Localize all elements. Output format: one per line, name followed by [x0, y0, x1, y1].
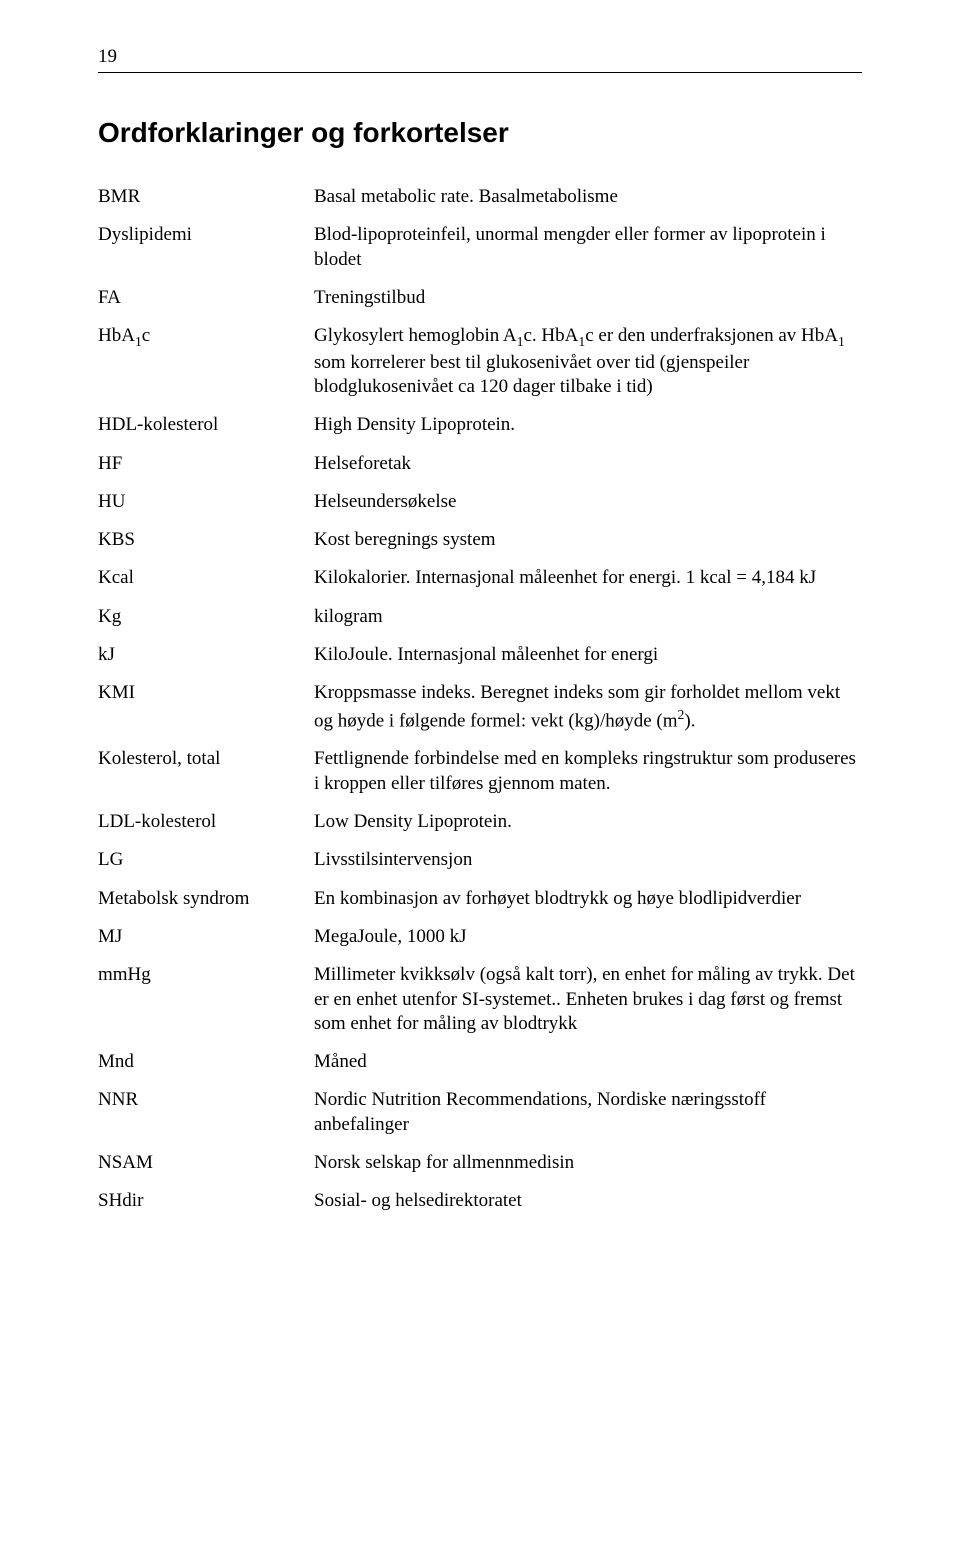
table-row: HbA1cGlykosylert hemoglobin A1c. HbA1c e…	[98, 324, 862, 413]
term-cell: KMI	[98, 681, 314, 747]
definition-cell: Treningstilbud	[314, 286, 862, 324]
term-cell: MJ	[98, 925, 314, 963]
term-cell: Kg	[98, 605, 314, 643]
table-row: KBSKost beregnings system	[98, 528, 862, 566]
term-cell: LG	[98, 848, 314, 886]
term-cell: Kcal	[98, 566, 314, 604]
table-row: HFHelseforetak	[98, 452, 862, 490]
definition-cell: KiloJoule. Internasjonal måleenhet for e…	[314, 643, 862, 681]
definition-cell: Livsstilsintervensjon	[314, 848, 862, 886]
table-row: kJKiloJoule. Internasjonal måleenhet for…	[98, 643, 862, 681]
table-row: SHdirSosial- og helsedirektoratet	[98, 1189, 862, 1227]
definition-cell: Kroppsmasse indeks. Beregnet indeks som …	[314, 681, 862, 747]
table-row: NNRNordic Nutrition Recommendations, Nor…	[98, 1088, 862, 1151]
definition-cell: En kombinasjon av forhøyet blodtrykk og …	[314, 887, 862, 925]
header-rule	[98, 72, 862, 73]
term-cell: HbA1c	[98, 324, 314, 413]
definition-cell: MegaJoule, 1000 kJ	[314, 925, 862, 963]
definition-cell: kilogram	[314, 605, 862, 643]
term-cell: HU	[98, 490, 314, 528]
definitions-table: BMRBasal metabolic rate. Basalmetabolism…	[98, 185, 862, 1228]
term-cell: LDL-kolesterol	[98, 810, 314, 848]
term-cell: Metabolsk syndrom	[98, 887, 314, 925]
table-row: Kolesterol, totalFettlignende forbindels…	[98, 747, 862, 810]
page-number: 19	[98, 46, 862, 68]
term-cell: Mnd	[98, 1050, 314, 1088]
definition-cell: Måned	[314, 1050, 862, 1088]
definition-cell: Nordic Nutrition Recommendations, Nordis…	[314, 1088, 862, 1151]
definition-cell: Fettlignende forbindelse med en kompleks…	[314, 747, 862, 810]
definition-cell: Basal metabolic rate. Basalmetabolisme	[314, 185, 862, 223]
table-row: KMIKroppsmasse indeks. Beregnet indeks s…	[98, 681, 862, 747]
table-row: NSAMNorsk selskap for allmennmedisin	[98, 1151, 862, 1189]
table-row: LGLivsstilsintervensjon	[98, 848, 862, 886]
table-row: HDL-kolesterolHigh Density Lipoprotein.	[98, 413, 862, 451]
definition-cell: Millimeter kvikksølv (også kalt torr), e…	[314, 963, 862, 1050]
definition-cell: Kilokalorier. Internasjonal måleenhet fo…	[314, 566, 862, 604]
term-cell: HDL-kolesterol	[98, 413, 314, 451]
term-cell: SHdir	[98, 1189, 314, 1227]
term-cell: kJ	[98, 643, 314, 681]
table-row: DyslipidemiBlod-lipoproteinfeil, unormal…	[98, 223, 862, 286]
definition-cell: High Density Lipoprotein.	[314, 413, 862, 451]
definition-cell: Helseforetak	[314, 452, 862, 490]
term-cell: FA	[98, 286, 314, 324]
page-title: Ordforklaringer og forkortelser	[98, 117, 862, 149]
term-cell: BMR	[98, 185, 314, 223]
definition-cell: Blod-lipoproteinfeil, unormal mengder el…	[314, 223, 862, 286]
table-row: HUHelseundersøkelse	[98, 490, 862, 528]
table-row: mmHgMillimeter kvikksølv (også kalt torr…	[98, 963, 862, 1050]
definition-cell: Norsk selskap for allmennmedisin	[314, 1151, 862, 1189]
table-row: Metabolsk syndromEn kombinasjon av forhø…	[98, 887, 862, 925]
term-cell: HF	[98, 452, 314, 490]
definition-cell: Kost beregnings system	[314, 528, 862, 566]
term-cell: KBS	[98, 528, 314, 566]
table-row: BMRBasal metabolic rate. Basalmetabolism…	[98, 185, 862, 223]
term-cell: NSAM	[98, 1151, 314, 1189]
definition-cell: Glykosylert hemoglobin A1c. HbA1c er den…	[314, 324, 862, 413]
table-row: KcalKilokalorier. Internasjonal måleenhe…	[98, 566, 862, 604]
term-cell: NNR	[98, 1088, 314, 1151]
definition-cell: Helseundersøkelse	[314, 490, 862, 528]
table-row: FATreningstilbud	[98, 286, 862, 324]
term-cell: Kolesterol, total	[98, 747, 314, 810]
table-row: MJMegaJoule, 1000 kJ	[98, 925, 862, 963]
definition-cell: Sosial- og helsedirektoratet	[314, 1189, 862, 1227]
term-cell: mmHg	[98, 963, 314, 1050]
table-row: MndMåned	[98, 1050, 862, 1088]
definition-cell: Low Density Lipoprotein.	[314, 810, 862, 848]
table-row: LDL-kolesterolLow Density Lipoprotein.	[98, 810, 862, 848]
table-row: Kgkilogram	[98, 605, 862, 643]
term-cell: Dyslipidemi	[98, 223, 314, 286]
